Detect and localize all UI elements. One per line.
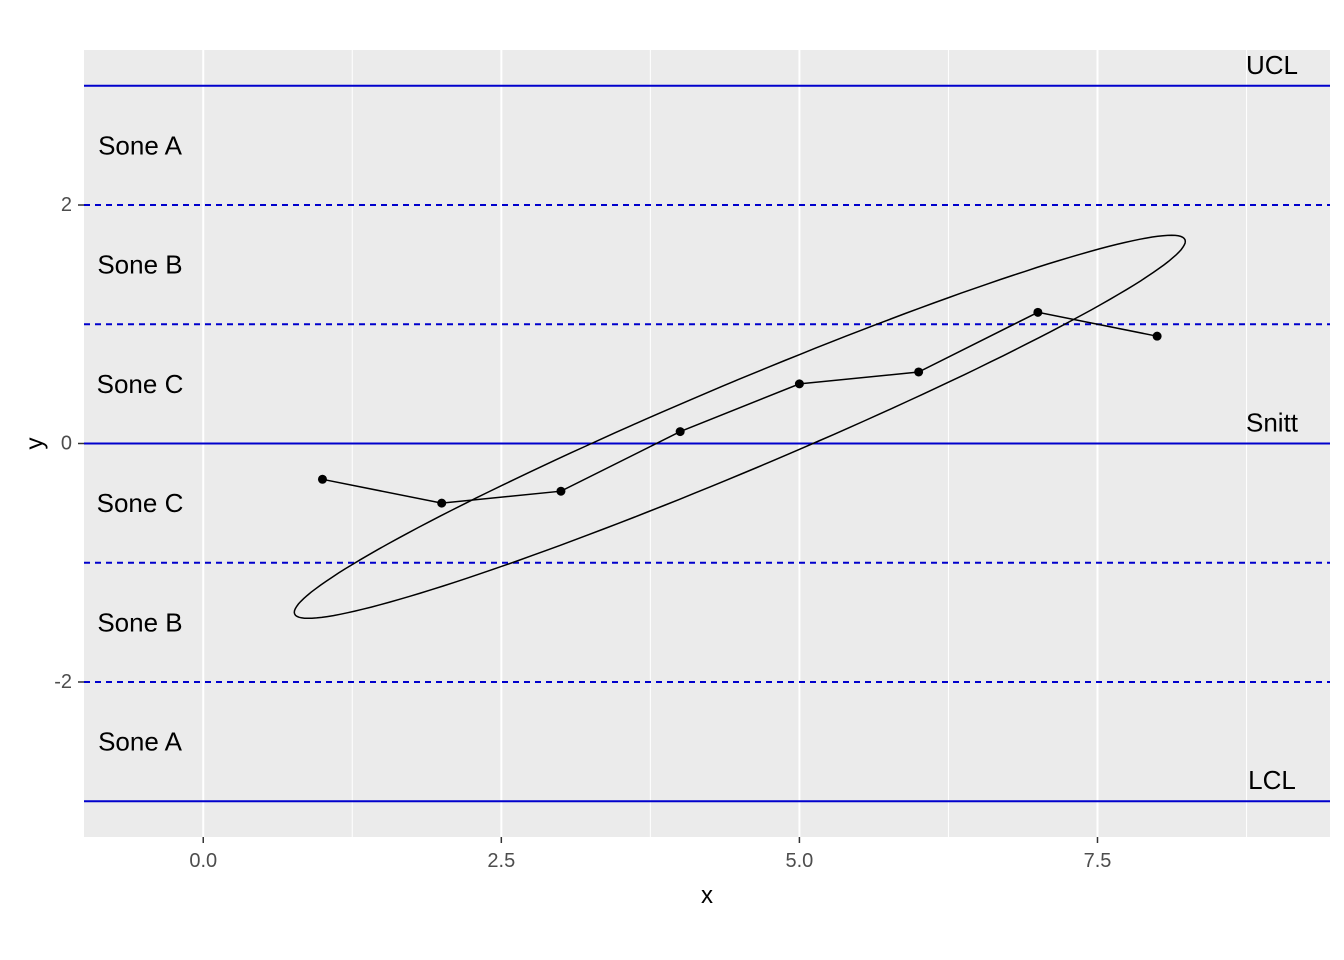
y-tick-label: -2 xyxy=(54,671,72,693)
data-point xyxy=(1152,331,1162,341)
x-tick-label: 0.0 xyxy=(189,850,217,872)
y-tick-label: 2 xyxy=(61,194,72,216)
control-lines: UCL Snitt LCL xyxy=(84,50,1330,803)
x-tick-label: 7.5 xyxy=(1084,850,1112,872)
x-tick-label: 5.0 xyxy=(786,850,814,872)
x-tick-label: 2.5 xyxy=(487,850,515,872)
data-point xyxy=(1033,307,1043,317)
y-axis-title: y xyxy=(22,438,49,450)
control-line-label-lcl: LCL xyxy=(1248,765,1296,795)
zone-labels: Sone A Sone B Sone C Sone C Sone B Sone A xyxy=(97,130,184,756)
control-line-label-ucl: UCL xyxy=(1246,50,1298,80)
data-point xyxy=(914,367,924,377)
data-point xyxy=(794,379,804,389)
confidence-ellipse xyxy=(293,234,1187,620)
y-axis-ticks: -2 0 2 xyxy=(54,194,84,693)
zone-label: Sone B xyxy=(97,250,182,280)
data-point xyxy=(437,498,447,508)
data-point xyxy=(556,486,566,496)
data-point xyxy=(675,427,685,437)
y-tick-label: 0 xyxy=(61,433,72,455)
zone-label: Sone C xyxy=(97,488,184,518)
series-line xyxy=(322,311,1158,504)
data-point xyxy=(317,474,327,484)
zone-label: Sone C xyxy=(97,369,184,399)
zone-label: Sone A xyxy=(98,130,183,160)
x-axis-title: x xyxy=(701,882,713,909)
x-axis-ticks: 0.0 2.5 5.0 7.5 xyxy=(189,837,1111,872)
series-layer xyxy=(317,307,1162,508)
control-line-label-snitt: Snitt xyxy=(1246,408,1299,438)
zone-label: Sone A xyxy=(98,727,183,757)
ellipse-layer xyxy=(293,234,1187,620)
zone-label: Sone B xyxy=(97,607,182,637)
